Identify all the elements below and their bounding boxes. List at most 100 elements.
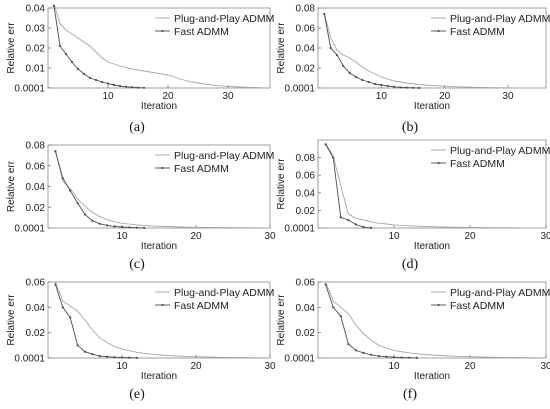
fast-admm-point (354, 75, 358, 79)
fast-admm-point (135, 356, 138, 359)
fast-admm-line (53, 5, 145, 89)
y-tick-label: 0.04 (26, 4, 46, 15)
fast-admm-point (370, 353, 373, 356)
fast-admm-point (392, 85, 396, 88)
legend-fast-marker (161, 166, 164, 170)
legend-label-pnp: Plug-and-Play ADMM (450, 13, 550, 25)
axes-frame (317, 139, 547, 229)
fast-admm-point (91, 353, 94, 356)
legend-fast-marker (437, 161, 440, 165)
fast-admm-point (61, 306, 64, 309)
x-tick-label: 20 (464, 231, 476, 242)
y-tick-label: 0.02 (26, 44, 46, 55)
x-tick-label: 20 (190, 231, 202, 242)
fast-admm-point (91, 219, 94, 222)
fast-admm-point (130, 86, 134, 89)
x-axis-label: Iteration (414, 101, 450, 112)
legend-label-pnp: Plug-and-Play ADMM (450, 287, 550, 299)
x-axis-label: Iteration (141, 101, 177, 112)
pnp-admm-line (54, 150, 271, 229)
fast-admm-point (370, 226, 373, 229)
fast-admm-point (373, 82, 377, 86)
pnp-admm-line (325, 143, 546, 229)
fast-admm-point (386, 84, 389, 88)
y-tick-label: 0.02 (296, 328, 316, 339)
fast-admm-point (362, 351, 365, 354)
y-tick-label: 0.03 (26, 24, 46, 35)
fast-admm-point (113, 225, 116, 228)
fast-admm-point (112, 83, 116, 87)
fast-admm-point (143, 226, 146, 229)
fast-admm-point (400, 356, 403, 359)
fast-admm-point (76, 344, 79, 347)
pnp-admm-line (54, 281, 271, 359)
y-tick-label: 0.02 (296, 64, 316, 75)
fast-admm-point (329, 46, 332, 50)
panel-label: (d) (402, 257, 419, 272)
fast-admm-point (335, 53, 339, 57)
fast-admm-point (380, 83, 383, 87)
y-tick-label: 0.0001 (14, 353, 45, 364)
fast-admm-line (54, 284, 137, 359)
fast-admm-point (339, 315, 342, 318)
fast-admm-point (118, 84, 122, 88)
x-axis-label: Iteration (141, 241, 177, 252)
x-tick-label: 10 (116, 361, 128, 372)
fast-admm-point (76, 202, 79, 205)
y-axis-label: Relative err (6, 22, 17, 74)
legend-label-pnp: Plug-and-Play ADMM (174, 150, 274, 162)
fast-admm-point (88, 76, 92, 80)
fast-admm-point (392, 356, 396, 359)
fast-admm-point (113, 356, 116, 359)
fast-admm-point (64, 52, 68, 56)
fast-admm-point (83, 350, 87, 353)
fast-admm-point (120, 225, 124, 229)
y-tick-label: 0.0001 (14, 223, 45, 234)
pnp-admm-line (323, 12, 546, 89)
x-tick-label: 10 (388, 231, 400, 242)
panel-label: (f) (403, 387, 417, 402)
fast-admm-point (120, 356, 124, 359)
fast-admm-point (82, 72, 86, 76)
fast-admm-point (354, 223, 358, 226)
x-tick-label: 30 (540, 231, 550, 242)
y-tick-label: 0.04 (296, 188, 316, 199)
fast-admm-point (354, 349, 358, 352)
x-tick-label: 10 (102, 91, 114, 102)
x-tick-label: 10 (376, 91, 388, 102)
y-axis-label: Relative err (6, 294, 17, 346)
fast-admm-point (76, 67, 80, 71)
fast-admm-point (399, 86, 402, 89)
x-tick-label: 30 (540, 361, 550, 372)
fast-admm-point (377, 355, 380, 358)
y-tick-label: 0.02 (26, 203, 46, 214)
legend-label-fast: Fast ADMM (174, 300, 229, 312)
fast-admm-point (324, 283, 327, 286)
y-axis-label: Relative err (276, 158, 287, 210)
x-tick-label: 20 (439, 91, 451, 102)
x-axis-label: Iteration (414, 241, 450, 252)
fast-admm-point (332, 156, 335, 159)
fast-admm-point (323, 12, 326, 16)
fast-admm-point (142, 86, 146, 89)
x-tick-label: 30 (264, 361, 276, 372)
x-tick-label: 30 (264, 231, 276, 242)
fast-admm-point (54, 150, 57, 153)
x-axis-label: Iteration (141, 371, 177, 382)
y-tick-label: 0.04 (26, 303, 46, 314)
legend-fast-marker (437, 303, 440, 307)
fast-admm-point (342, 64, 345, 68)
y-axis-label: Relative err (6, 160, 17, 212)
fast-admm-point (385, 355, 388, 358)
y-tick-label: 0.06 (26, 278, 46, 289)
y-tick-label: 0.08 (296, 153, 316, 164)
legend-fast-marker (161, 303, 164, 307)
y-tick-label: 0.08 (26, 141, 46, 152)
x-tick-label: 20 (464, 361, 476, 372)
fast-admm-point (98, 222, 101, 225)
y-tick-label: 0.06 (26, 161, 46, 172)
x-tick-label: 10 (388, 361, 400, 372)
fast-admm-point (418, 86, 421, 89)
fast-admm-point (58, 44, 62, 48)
legend-label-fast: Fast ADMM (174, 26, 229, 38)
